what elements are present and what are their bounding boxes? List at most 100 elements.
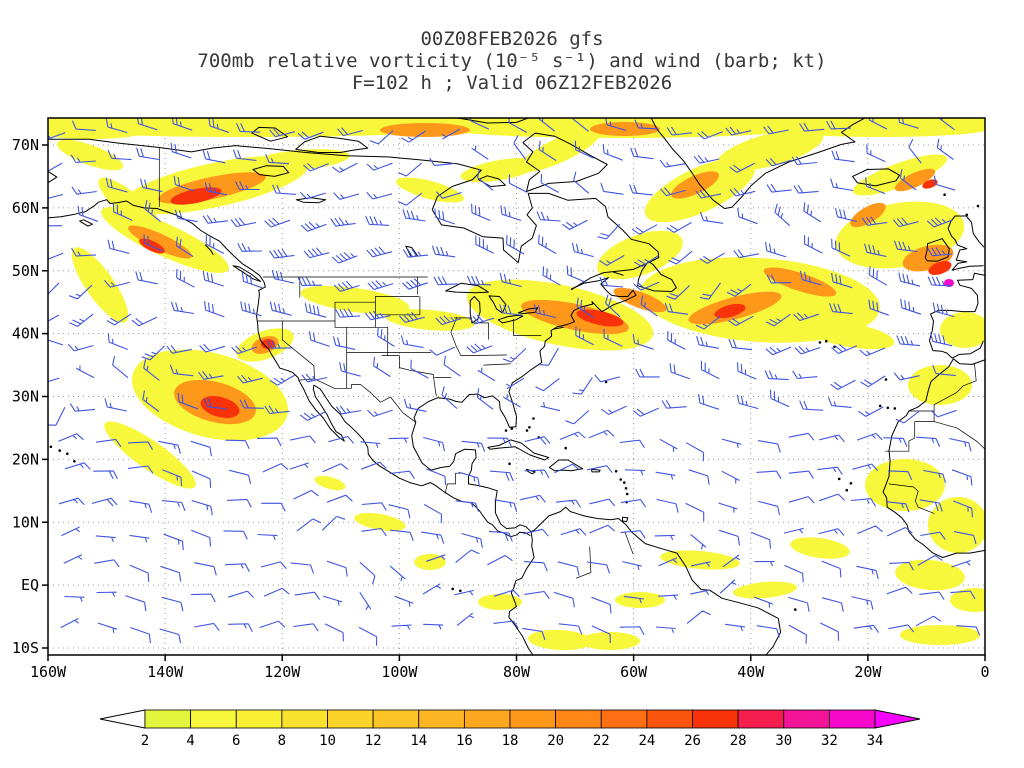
- colorbar-tick-label: 2: [141, 733, 149, 749]
- island-dot: [58, 449, 61, 452]
- coastline-path: [469, 296, 481, 324]
- coastline-path: [477, 175, 506, 187]
- island-dot: [837, 477, 841, 481]
- island-dot: [884, 378, 888, 381]
- coastline-path: [552, 326, 564, 330]
- vorticity-blob: [928, 497, 985, 553]
- vorticity-blob: [850, 202, 886, 228]
- colorbar-tick-label: 30: [775, 733, 792, 749]
- border-path: [460, 354, 507, 356]
- vorticity-blob: [478, 594, 522, 610]
- coastline-path: [79, 219, 93, 227]
- lon-tick-label: 120W: [264, 663, 301, 681]
- island-dot: [625, 492, 629, 496]
- coastline-path: [522, 132, 608, 192]
- coastline-path: [517, 307, 539, 314]
- coastline-path: [205, 244, 214, 255]
- lat-tick-label: 50N: [12, 262, 39, 280]
- vorticity-blob: [763, 267, 837, 297]
- border-path: [483, 363, 511, 366]
- longitude-labels: 160W 140W 120W 100W 80W 60W 40W 20W 0: [30, 663, 990, 681]
- border-path: [444, 472, 464, 494]
- lon-tick-label: 140W: [147, 663, 184, 681]
- vorticity-blob: [396, 177, 464, 203]
- coastline-path: [591, 468, 601, 473]
- vorticity-blob: [922, 179, 938, 189]
- vorticity-blob: [613, 287, 667, 313]
- coastline-path: [295, 197, 327, 204]
- colorbar-segment: [600, 709, 648, 729]
- colorbar-segment: [235, 709, 283, 729]
- vorticity-blob: [790, 537, 850, 559]
- colorbar-segment: [737, 709, 785, 729]
- island-dot: [943, 193, 946, 196]
- coastline-path: [457, 118, 529, 124]
- island-dot: [624, 487, 628, 490]
- coastline-path: [487, 439, 550, 461]
- vorticity-blob: [104, 421, 196, 489]
- lat-tick-label: 60N: [12, 199, 39, 217]
- coastline-path: [232, 265, 262, 282]
- wind-barbs: [48, 118, 981, 646]
- colorbar-segment: [646, 709, 693, 729]
- vorticity-blob: [671, 171, 719, 199]
- wind-barbs-path: [48, 118, 981, 646]
- colorbar-segment: [372, 709, 420, 729]
- plot-title-block: 00Z08FEB2026 gfs 700mb relative vorticit…: [0, 28, 1024, 94]
- colorbar-tick-label: 20: [547, 733, 564, 749]
- coastline-path: [488, 295, 507, 314]
- border-path: [381, 355, 400, 368]
- coastline-path: [622, 516, 629, 523]
- vorticity-blob: [380, 123, 470, 137]
- colorbar-segment: [190, 709, 237, 729]
- coastline-path: [295, 135, 369, 153]
- coastline-path: [48, 170, 58, 184]
- colorbar-tick-label: 28: [730, 733, 747, 749]
- island-dot: [833, 345, 836, 349]
- colorbar-segment: [692, 709, 739, 729]
- lon-tick-label: 160W: [30, 663, 67, 681]
- border-path: [624, 531, 634, 555]
- colorbar: 2 4 6 8 10 12 14 16 18 20 22 24 26 28 30 32 34: [99, 709, 921, 749]
- island-dot: [849, 482, 853, 485]
- island-dot: [451, 587, 455, 591]
- island-dot: [532, 417, 535, 420]
- island-dot: [965, 213, 969, 217]
- colorbar-segment: [783, 709, 830, 729]
- vorticity-blob: [805, 320, 895, 350]
- colorbar-segment: [463, 709, 511, 729]
- coastline-path: [48, 199, 300, 382]
- colorbar-segment: [509, 709, 557, 729]
- colorbar-tick-label: 22: [593, 733, 610, 749]
- lat-tick-label: EQ: [21, 576, 39, 594]
- island-dot: [818, 341, 822, 344]
- border-path: [298, 378, 315, 381]
- vorticity-blob: [928, 261, 952, 275]
- coastline-path: [497, 314, 524, 324]
- colorbar-tick-label: 34: [867, 733, 884, 749]
- border-path: [933, 421, 985, 450]
- coastline-path: [924, 238, 950, 262]
- coastline-path: [852, 168, 900, 187]
- coastline-path: [650, 118, 866, 209]
- border-path: [281, 320, 315, 380]
- colorbar-tick-label: 18: [502, 733, 519, 749]
- island-dot: [614, 470, 618, 473]
- vorticity-blob: [944, 279, 954, 287]
- plot-field-line: 700mb relative vorticity (10⁻⁵ s⁻¹) and …: [197, 50, 827, 72]
- vorticity-blob: [300, 285, 410, 315]
- colorbar-tick-label: 12: [365, 733, 382, 749]
- vorticity-blob: [518, 128, 602, 172]
- vorticity-blob: [56, 139, 124, 171]
- island-dot: [794, 608, 797, 611]
- vorticity-blob: [354, 512, 406, 532]
- island-dot: [504, 429, 508, 432]
- vorticity-blob: [908, 365, 972, 405]
- coastline-path: [411, 277, 637, 533]
- coastline-path: [637, 260, 677, 292]
- colorbar-segment: [555, 709, 602, 729]
- vorticity-blob: [660, 550, 740, 570]
- border-path: [432, 374, 437, 397]
- plot-valid-line: F=102 h ; Valid 06Z12FEB2026: [351, 72, 673, 94]
- island-dot: [886, 406, 890, 410]
